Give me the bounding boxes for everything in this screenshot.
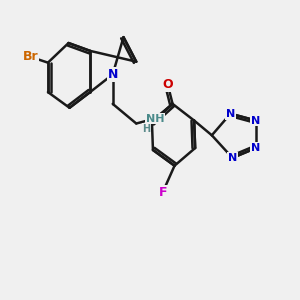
Text: N: N: [251, 116, 261, 126]
Text: N: N: [251, 143, 261, 153]
Text: Br: Br: [22, 50, 38, 63]
Text: N: N: [228, 153, 237, 163]
Text: NH: NH: [146, 114, 164, 124]
Text: N: N: [107, 68, 118, 81]
Text: N: N: [226, 109, 235, 119]
Text: F: F: [158, 186, 167, 199]
Text: H: H: [142, 124, 151, 134]
Text: O: O: [162, 78, 173, 91]
